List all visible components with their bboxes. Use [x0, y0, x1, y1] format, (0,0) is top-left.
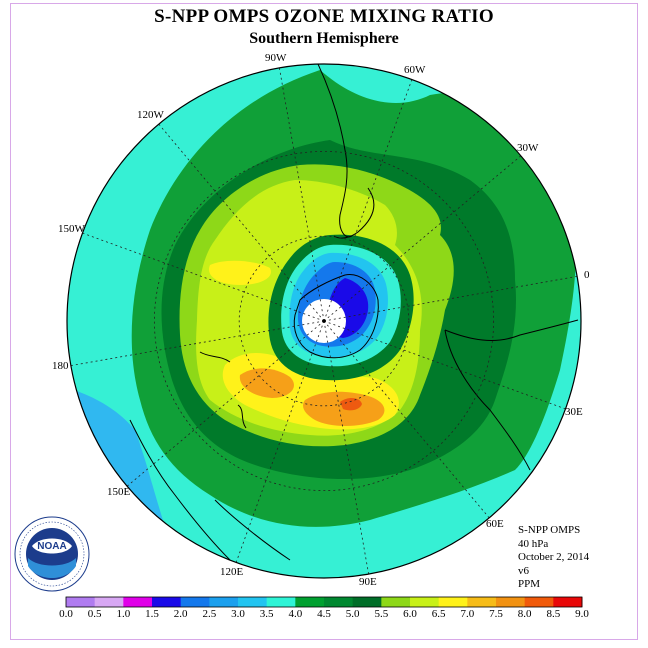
colorbar-segment: [295, 597, 325, 607]
colorbar-segment: [352, 597, 382, 607]
colorbar-tick-label: 9.0: [575, 608, 589, 620]
date-label: October 2, 2014: [518, 551, 590, 563]
latitude-circle: [153, 150, 495, 492]
colorbar-segment: [438, 597, 468, 607]
colorbar-tick-label: 2.0: [173, 608, 188, 620]
colorbar-segment: [180, 597, 210, 607]
noaa-logo-text: NOAA: [37, 541, 66, 552]
lon-label-60w: 60W: [404, 64, 426, 76]
colorbar-segment: [152, 597, 182, 607]
colorbar-tick-label: 3.5: [259, 608, 274, 620]
colorbar-segment: [66, 597, 96, 607]
colorbar-tick-label: 4.0: [288, 608, 303, 620]
map-boundary: [66, 63, 582, 579]
colorbar-tick-label: 5.0: [345, 608, 360, 620]
lon-label-30w: 30W: [517, 142, 539, 154]
colorbar-tick-label: 5.5: [374, 608, 389, 620]
lon-label-0: 0: [584, 269, 590, 281]
colorbar-tick-label: 2.5: [202, 608, 217, 620]
instrument-label: S-NPP OMPS: [518, 524, 581, 536]
colorbar-segment: [496, 597, 526, 607]
colorbar-segment: [123, 597, 153, 607]
colorbar-tick-label: 1.0: [116, 608, 131, 620]
lon-label-150w: 150W: [58, 223, 85, 235]
latitude-circle: [238, 235, 410, 407]
lon-label-90w: 90W: [265, 52, 287, 64]
colorbar-segment: [553, 597, 583, 607]
colorbar-tick-label: 7.0: [460, 608, 475, 620]
noaa-logo-icon: NOAA: [14, 516, 90, 592]
figure-frame: [10, 3, 638, 640]
lon-label-150e: 150E: [107, 486, 131, 498]
colorbar-tick-label: 4.5: [317, 608, 331, 620]
lon-label-120e: 120E: [220, 566, 244, 578]
version-label: v6: [518, 564, 529, 577]
colorbar-tick-label: 0.5: [87, 608, 102, 620]
high-ozone-yellow-west: [209, 260, 271, 285]
units-label: PPM: [518, 578, 541, 590]
pressure-label: 40 hPa: [518, 537, 549, 550]
lon-label-90e: 90E: [359, 576, 377, 588]
lon-label-30e: 30E: [565, 406, 583, 418]
colorbar-segment: [266, 597, 296, 607]
colorbar-segment: [524, 597, 554, 607]
colorbar-tick-label: 6.5: [431, 608, 446, 620]
coastlines: [129, 64, 579, 561]
colorbar-segment: [324, 597, 354, 607]
colorbar-tick-label: 8.5: [546, 608, 561, 620]
colorbar-segment: [381, 597, 411, 607]
colorbar-segment: [467, 597, 497, 607]
colorbar-segment: [238, 597, 268, 607]
colorbar-tick-label: 6.0: [403, 608, 417, 620]
lon-label-180: 180: [52, 360, 69, 372]
south-pole-marker: [322, 319, 326, 323]
info-block: S-NPP OMPS 40 hPa October 2, 2014 v6 PPM: [518, 524, 589, 592]
colorbar-segment: [410, 597, 440, 607]
lat-lon-grid: [70, 67, 578, 575]
lon-label-120w: 120W: [137, 109, 164, 121]
colorbar-tick-label: 8.0: [517, 608, 532, 620]
colorbar-tick-label: 0.0: [59, 608, 73, 620]
map-title: S-NPP OMPS OZONE MIXING RATIO: [154, 6, 494, 27]
high-ozone-maximum: [340, 398, 362, 411]
colorbar-tick-label: 7.5: [489, 608, 503, 620]
colorbar-segment: [94, 597, 124, 607]
map-subtitle: Southern Hemisphere: [249, 30, 399, 47]
colorbar-tick-label: 1.5: [145, 608, 159, 620]
colorbar-tick-label: 3.0: [231, 608, 245, 620]
colorbar-segment: [209, 597, 239, 607]
lon-label-60e: 60E: [486, 518, 504, 530]
colorbar-outline: [65, 596, 583, 608]
